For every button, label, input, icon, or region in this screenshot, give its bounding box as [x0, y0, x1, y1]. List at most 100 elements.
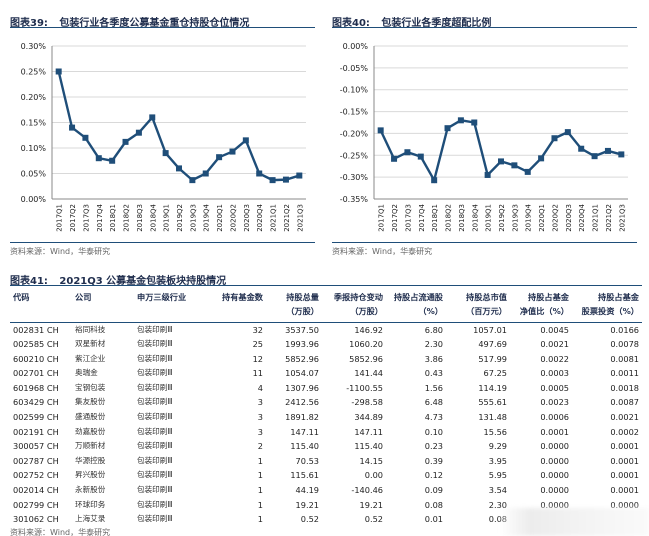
fund-position-data-point: [176, 165, 182, 172]
table-cell: 146.92: [354, 324, 383, 335]
table-cell: -298.58: [351, 397, 383, 408]
fund-position-x-tick-label: 2020Q3: [243, 204, 251, 232]
table-cell: 114.19: [478, 382, 507, 393]
table-cell: 44.19: [295, 485, 319, 496]
table-row: 601968 CH 宝钢包装 包装印刷Ⅲ 4 1307.96 -1100.55 1.56 11…: [10, 381, 642, 396]
fund-position-x-tick-label: 2020Q1: [216, 204, 224, 232]
table-cell: 0.0001: [610, 455, 639, 466]
table-cell: 3.86: [424, 353, 443, 364]
fund-position-x-tick-label: 2018Q4: [149, 203, 157, 231]
table-cell: 0.0000: [540, 441, 569, 452]
table-cell: 包装印刷Ⅲ: [137, 426, 173, 436]
overweight-data-point: [391, 155, 398, 162]
table-cell: 0.0023: [540, 397, 569, 408]
overweight-x-tick-label: 2017Q4: [418, 203, 426, 231]
table-cell: 包装印刷Ⅲ: [137, 441, 173, 451]
fund-position-x-tick-label: 2017Q4: [96, 203, 104, 231]
table-cell: -1100.55: [346, 382, 383, 393]
table-cell: 0.52: [364, 514, 383, 525]
table-cell: 0.0021: [610, 412, 639, 423]
table-cell: 5852.96: [285, 353, 319, 364]
table-cell: 5.95: [488, 470, 507, 481]
table-cell: 301062 CH: [13, 514, 59, 525]
table-cell: 宝钢包装: [75, 382, 106, 392]
table-cell: 002585 CH: [13, 339, 59, 350]
table-cell: 19.21: [359, 499, 383, 510]
table-row: 300057 CH 万顺新材 包装印刷Ⅲ 2 115.40 115.40 0.23 9.29 0…: [10, 439, 642, 454]
table-cell: 包装印刷Ⅲ: [137, 455, 173, 465]
table-cell: 0.0045: [540, 324, 569, 335]
table-row: 301062 CH 上海艾录 包装印刷Ⅲ 1 0.52 0.52 0.01 0.08: [10, 512, 642, 527]
overweight-x-tick-label: 2020Q2: [551, 204, 559, 232]
table-cell: 12: [252, 353, 263, 364]
column-header: 持股总量 （万股）: [266, 288, 322, 323]
table-row: 002191 CH 劲嘉股份 包装印刷Ⅲ 3 147.11 147.11 0.10 15.56…: [10, 425, 642, 440]
table-cell: 包装印刷Ⅲ: [137, 485, 173, 495]
table-row: 002799 CH 环球印务 包装印刷Ⅲ 1 19.21 19.21 0.08 2.30 0.0…: [10, 498, 642, 513]
fund-position-x-tick-label: 2021Q3: [296, 204, 304, 232]
table-cell: 115.61: [290, 470, 319, 481]
fund-position-x-tick-label: 2020Q4: [256, 203, 264, 231]
fund-position-x-tick-label: 2020Q2: [229, 204, 237, 232]
table-cell: 1: [257, 485, 263, 496]
fund-position-y-tick-label: 0.15%: [21, 119, 47, 128]
table-cell: 1.56: [424, 382, 443, 393]
figure-40-title: 包装行业各季度超配比例: [381, 18, 492, 29]
overweight-data-point: [524, 168, 531, 175]
figure-40-source: 资料来源：Wind，华泰研究: [332, 242, 637, 257]
table-cell: 1891.82: [285, 412, 319, 423]
figure-40-number: 图表40:: [332, 18, 370, 29]
table-cell: 1: [257, 470, 263, 481]
table-cell: 1054.07: [285, 368, 319, 379]
fund-position-data-point: [149, 114, 156, 121]
table-cell: 141.44: [354, 368, 383, 379]
overweight-data-point: [591, 153, 598, 160]
fund-position-data-point: [216, 154, 223, 161]
overweight-data-point: [404, 149, 411, 156]
overweight-x-tick-label: 2019Q3: [511, 204, 519, 232]
table-cell: 0.43: [424, 368, 443, 379]
table-cell: 0.0001: [540, 426, 569, 437]
table-row: 002752 CH 昇兴股份 包装印刷Ⅲ 1 115.61 0.00 0.12 5.95 0.0…: [10, 468, 642, 483]
table-cell: 4: [257, 382, 263, 393]
overweight-y-tick-label: -0.05%: [340, 64, 369, 73]
table-cell: 002799 CH: [13, 499, 59, 510]
fund-position-data-point: [82, 134, 89, 141]
table-cell: 002787 CH: [13, 455, 59, 466]
blurred-watermark: [500, 508, 649, 536]
chart-fund-position: 0.00% 0.05% 0.10% 0.15% 0.20% 0.25% 0.30% 2017Q…: [21, 42, 306, 232]
overweight-x-tick-label: 2018Q4: [471, 203, 479, 231]
table-cell: 1: [257, 499, 263, 510]
overweight-data-point: [538, 155, 545, 162]
table-cell: 603429 CH: [13, 397, 59, 408]
table-cell: 67.25: [483, 368, 507, 379]
table-cell: 3537.50: [285, 324, 319, 335]
overweight-data-point: [417, 153, 424, 160]
table-cell: 344.89: [354, 412, 383, 423]
table-cell: 0.0000: [540, 499, 569, 510]
fund-position-x-tick-label: 2021Q2: [283, 204, 291, 232]
table-cell: 昇兴股份: [75, 470, 106, 480]
table-cell: 0.0021: [540, 339, 569, 350]
table-cell: 裕同科技: [75, 324, 106, 334]
overweight-x-tick-label: 2020Q1: [538, 204, 546, 232]
table-cell: 32: [252, 324, 263, 335]
table-cell: 万顺新材: [75, 441, 106, 451]
column-header: 持股总市值 （百万元）: [446, 288, 510, 323]
fund-position-x-tick-label: 2019Q2: [176, 204, 184, 232]
chart-overweight-ratio: -0.35% -0.30% -0.25% -0.20% -0.15% -0.10% -0.0…: [340, 42, 628, 232]
table-row: 002585 CH 双星新材 包装印刷Ⅲ 25 1993.96 1060.20 2.30 49…: [10, 337, 642, 352]
fund-position-data-point: [135, 129, 142, 136]
column-header: 持股占基金 净值比（%）: [510, 288, 572, 323]
fund-position-data-point: [242, 137, 249, 144]
fund-position-data-point: [296, 172, 303, 179]
overweight-x-tick-label: 2017Q2: [391, 204, 399, 232]
table-cell: 包装印刷Ⅲ: [137, 412, 173, 422]
overweight-y-tick-label: -0.35%: [340, 195, 369, 204]
fund-position-x-tick-label: 2019Q3: [189, 204, 197, 232]
fund-position-y-tick-label: 0.30%: [21, 42, 47, 51]
table-cell: 2412.56: [285, 397, 319, 408]
fund-position-x-tick-label: 2018Q1: [109, 204, 117, 232]
overweight-data-point: [457, 117, 464, 124]
overweight-x-tick-label: 2019Q2: [498, 204, 506, 232]
